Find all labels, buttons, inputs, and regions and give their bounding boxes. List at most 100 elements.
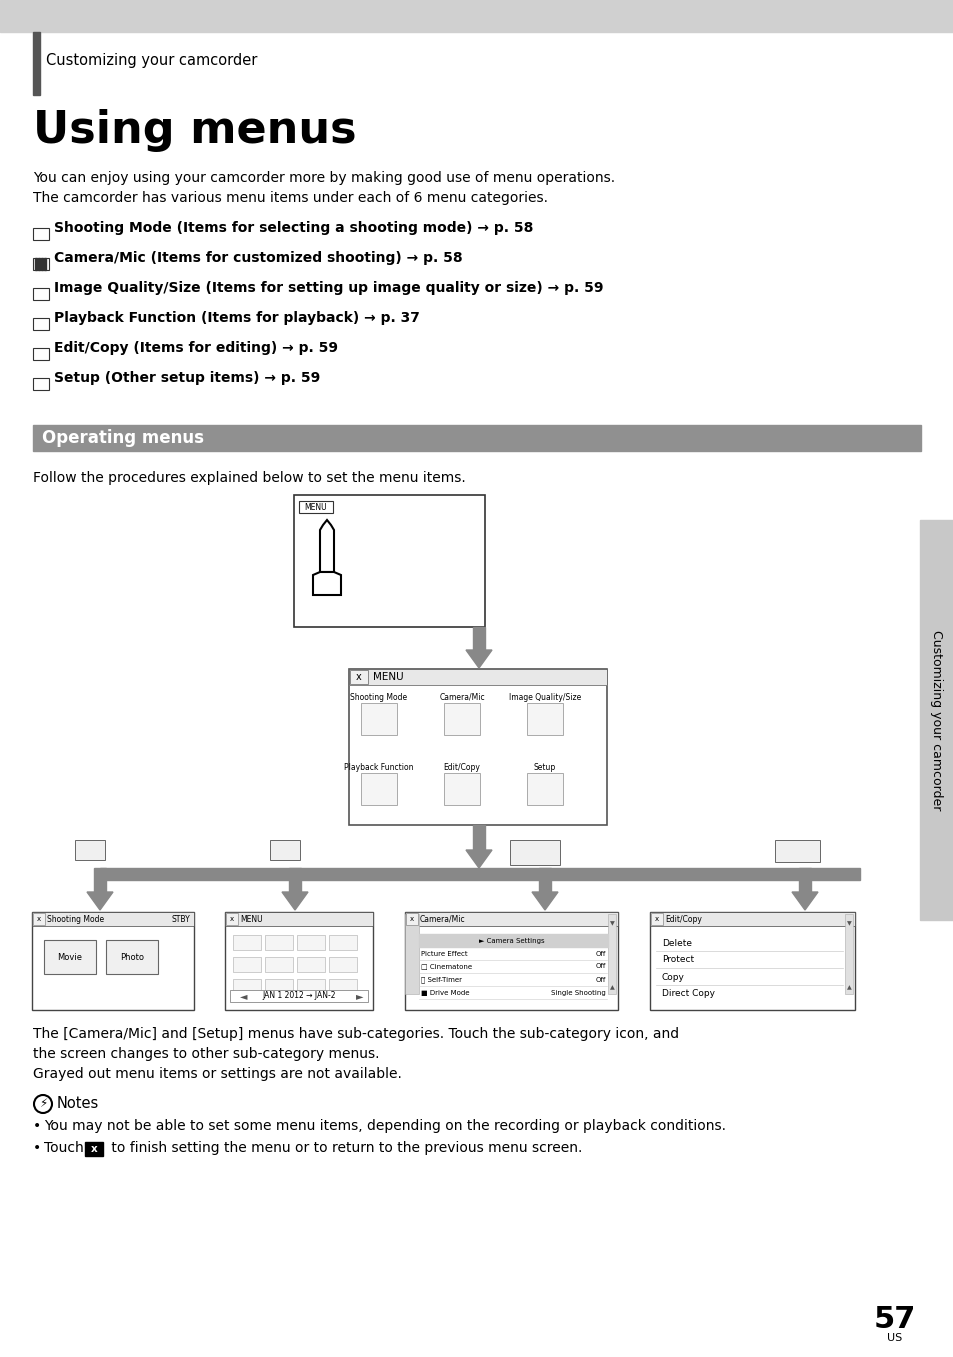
Bar <box>75 840 105 860</box>
Text: ▲: ▲ <box>609 985 614 991</box>
Bar <box>265 935 293 950</box>
Bar <box>33 913 45 925</box>
Text: Photo: Photo <box>120 953 144 962</box>
Bar <box>41 258 43 270</box>
Text: MENU: MENU <box>304 502 327 512</box>
Bar <box>226 913 237 925</box>
Bar <box>233 957 261 972</box>
Text: x: x <box>655 916 659 921</box>
Text: Follow the procedures explained below to set the menu items.: Follow the procedures explained below to… <box>33 471 465 484</box>
Bar <box>405 912 618 1010</box>
Bar <box>799 868 810 892</box>
Text: x: x <box>37 916 41 921</box>
Text: □ Cinematone: □ Cinematone <box>420 963 472 969</box>
Polygon shape <box>313 573 340 594</box>
Bar <box>33 288 49 300</box>
Text: Delete: Delete <box>661 939 691 947</box>
Bar <box>33 425 920 451</box>
Text: ▲: ▲ <box>845 985 850 991</box>
Bar <box>418 934 607 947</box>
Bar <box>225 912 373 925</box>
Bar <box>350 670 368 684</box>
Text: to finish setting the menu or to return to the previous menu screen.: to finish setting the menu or to return … <box>107 1141 581 1155</box>
Text: Off: Off <box>595 950 605 957</box>
Text: the screen changes to other sub-category menus.: the screen changes to other sub-category… <box>33 1048 379 1061</box>
Bar <box>296 935 325 950</box>
Text: Off: Off <box>595 977 605 982</box>
Text: MENU: MENU <box>240 915 262 924</box>
Bar <box>296 957 325 972</box>
Bar <box>33 318 49 330</box>
Bar <box>360 773 396 805</box>
Text: Copy: Copy <box>661 973 684 981</box>
Polygon shape <box>87 892 112 911</box>
Bar <box>298 501 333 513</box>
Bar <box>649 912 854 1010</box>
Text: Picture Effect: Picture Effect <box>420 950 467 957</box>
Text: Using menus: Using menus <box>33 109 356 152</box>
Text: x: x <box>230 916 233 921</box>
Text: •: • <box>33 1120 41 1133</box>
Polygon shape <box>465 650 492 668</box>
Bar <box>360 703 396 735</box>
Text: Touch: Touch <box>44 1141 88 1155</box>
Bar <box>35 258 37 270</box>
Bar <box>230 991 368 1001</box>
Text: MENU: MENU <box>373 672 403 683</box>
Text: Edit/Copy: Edit/Copy <box>443 763 480 772</box>
Bar <box>296 978 325 993</box>
Text: x: x <box>91 1144 97 1153</box>
Text: 57: 57 <box>873 1305 915 1334</box>
Bar <box>38 258 40 270</box>
Bar <box>443 773 479 805</box>
Bar <box>473 825 484 849</box>
Text: •: • <box>33 1141 41 1155</box>
Bar <box>919 520 953 920</box>
Bar <box>270 840 299 860</box>
Text: The camcorder has various menu items under each of 6 menu categories.: The camcorder has various menu items und… <box>33 191 547 205</box>
Bar <box>405 912 618 925</box>
Bar <box>329 957 356 972</box>
Text: Direct Copy: Direct Copy <box>661 989 714 999</box>
Bar <box>33 33 40 95</box>
Text: ▼: ▼ <box>845 921 850 927</box>
Bar <box>526 773 562 805</box>
Bar <box>650 913 662 925</box>
Bar <box>265 978 293 993</box>
Polygon shape <box>532 892 558 911</box>
Bar <box>225 912 373 1010</box>
Text: The [Camera/Mic] and [Setup] menus have sub-categories. Touch the sub-category i: The [Camera/Mic] and [Setup] menus have … <box>33 1027 679 1041</box>
Polygon shape <box>465 849 492 868</box>
Text: You may not be able to set some menu items, depending on the recording or playba: You may not be able to set some menu ite… <box>44 1120 725 1133</box>
Text: Operating menus: Operating menus <box>42 429 204 446</box>
Bar <box>294 495 484 627</box>
Bar <box>607 915 616 993</box>
Text: ⏱ Self-Timer: ⏱ Self-Timer <box>420 976 461 982</box>
Bar <box>44 258 46 270</box>
Text: Edit/Copy: Edit/Copy <box>664 915 701 924</box>
Bar <box>349 669 606 685</box>
Text: ◄: ◄ <box>240 991 247 1001</box>
Bar <box>233 978 261 993</box>
Bar <box>526 703 562 735</box>
Text: Image Quality/Size (Items for setting up image quality or size) → p. 59: Image Quality/Size (Items for setting up… <box>54 281 603 294</box>
Bar <box>94 868 106 892</box>
Text: ■ Drive Mode: ■ Drive Mode <box>420 989 469 996</box>
Text: Protect: Protect <box>661 955 694 965</box>
Text: ►: ► <box>355 991 363 1001</box>
Bar <box>100 868 859 879</box>
Bar <box>774 840 820 862</box>
Text: x: x <box>410 916 414 921</box>
Text: Playback Function: Playback Function <box>344 763 414 772</box>
Text: US: US <box>886 1333 902 1343</box>
Bar <box>844 915 852 993</box>
Bar <box>33 228 49 240</box>
Bar <box>33 347 49 360</box>
Bar <box>443 703 479 735</box>
Bar <box>406 913 417 925</box>
Bar <box>329 935 356 950</box>
Bar <box>538 868 551 892</box>
Text: Shooting Mode (Items for selecting a shooting mode) → p. 58: Shooting Mode (Items for selecting a sho… <box>54 221 533 235</box>
Bar <box>106 940 158 974</box>
Text: Single Shooting: Single Shooting <box>551 989 605 996</box>
